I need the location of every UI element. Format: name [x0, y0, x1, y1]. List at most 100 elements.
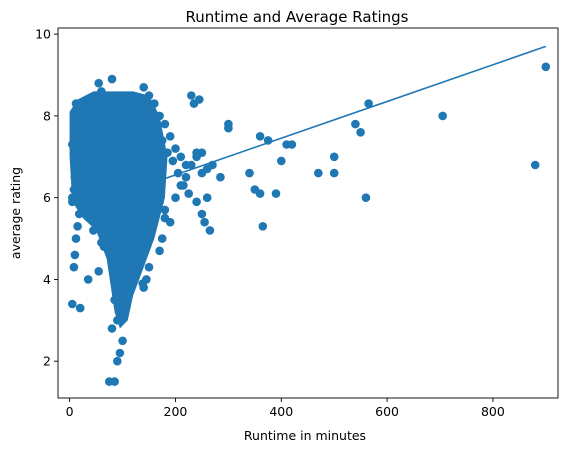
plot-frame [57, 27, 559, 399]
data-point [81, 160, 90, 170]
data-point [351, 119, 360, 129]
data-point [287, 140, 297, 149]
data-point [68, 193, 77, 202]
data-point [91, 128, 101, 137]
data-point [205, 226, 215, 235]
data-point [81, 123, 90, 133]
data-point [68, 299, 77, 309]
data-point [86, 107, 96, 117]
data-point [192, 197, 201, 207]
data-point [160, 213, 170, 223]
data-point [176, 181, 186, 190]
data-point [110, 295, 119, 305]
data-point [71, 99, 81, 108]
y-tick-label: 8 [43, 108, 51, 123]
x-axis-label: Runtime in minutes [244, 428, 366, 443]
data-point [277, 156, 286, 166]
data-point [157, 136, 167, 145]
data-point [120, 201, 130, 211]
data-point [187, 91, 196, 100]
data-point [107, 324, 117, 333]
data-point [155, 197, 164, 207]
data-point [171, 144, 180, 153]
data-point [438, 111, 448, 121]
data-point [73, 222, 82, 231]
data-point [77, 132, 86, 141]
data-point [245, 168, 254, 178]
x-axis: 0 200 400 600 800 [66, 398, 505, 419]
data-point [138, 279, 147, 288]
data-point [123, 267, 133, 276]
data-point [134, 123, 143, 133]
data-point [171, 193, 180, 202]
data-point [139, 83, 148, 92]
data-point [152, 128, 162, 137]
chart-title: Runtime and Average Ratings [186, 8, 409, 26]
data-point [176, 152, 186, 162]
data-point [142, 107, 151, 117]
data-point [314, 168, 323, 178]
x-tick-label: 800 [481, 404, 505, 419]
data-point [115, 348, 125, 358]
data-point [361, 193, 371, 202]
data-point [74, 209, 84, 219]
data-point [73, 152, 82, 162]
y-tick-label: 6 [43, 190, 51, 205]
data-point [202, 193, 212, 202]
data-point [163, 148, 172, 157]
x-tick-label: 200 [164, 404, 188, 419]
data-point [94, 267, 103, 276]
data-point [197, 168, 207, 178]
data-point [70, 172, 80, 182]
data-point [110, 377, 119, 386]
data-point [81, 168, 90, 178]
data-point [155, 246, 164, 256]
data-point [118, 336, 127, 346]
data-point [147, 115, 156, 125]
data-point [69, 262, 79, 272]
data-point [181, 172, 191, 182]
data-point [97, 87, 106, 96]
data-point [107, 74, 117, 84]
y-tick-label: 10 [35, 27, 51, 42]
data-point [530, 160, 540, 170]
data-point [165, 132, 175, 141]
data-point [69, 128, 79, 137]
data-point [255, 132, 265, 141]
data-point [541, 62, 551, 72]
data-point [120, 303, 130, 313]
data-point [105, 230, 114, 239]
data-point [113, 356, 122, 366]
data-point [73, 119, 82, 129]
data-point [255, 189, 265, 198]
x-tick-label: 600 [375, 404, 399, 419]
data-point [160, 119, 170, 129]
data-point [80, 115, 89, 125]
data-point [118, 275, 127, 284]
data-point [197, 209, 207, 219]
data-point [216, 172, 225, 182]
data-point [200, 217, 209, 227]
y-axis: 2 4 6 8 10 [35, 27, 58, 369]
data-point [329, 152, 339, 162]
data-point [83, 152, 93, 162]
data-point [364, 99, 373, 108]
data-point [168, 156, 178, 166]
data-point [150, 185, 159, 194]
data-point [70, 111, 80, 121]
data-point [150, 99, 159, 108]
data-point [356, 128, 365, 137]
data-point [157, 234, 167, 243]
data-point [123, 181, 133, 190]
trendline [103, 45, 547, 201]
data-point [89, 226, 98, 235]
data-point [71, 234, 81, 243]
data-point [110, 222, 119, 231]
data-point [78, 181, 88, 190]
y-tick-label: 4 [43, 272, 51, 287]
data-point [115, 242, 125, 251]
data-point [94, 78, 103, 88]
data-point [118, 213, 127, 223]
data-point [187, 160, 196, 170]
